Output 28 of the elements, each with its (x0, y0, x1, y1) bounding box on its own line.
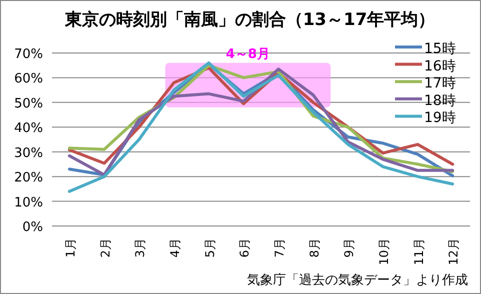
x-tick-label: 10月 (376, 238, 391, 266)
text: 気象庁「過去の気象データ」より作成 (247, 272, 468, 288)
chart-title: 東京の時刻別「南風」の割合（13～17年平均） (64, 10, 436, 30)
x-tick-label: 4月 (168, 238, 182, 258)
x-tick-label: 11月 (412, 238, 426, 266)
x-tick-label: 12月 (446, 238, 461, 266)
legend-label: 19時 (424, 110, 456, 126)
y-tick-label: 60% (14, 72, 43, 87)
y-tick-label: 20% (14, 170, 43, 186)
y-tick-label: 10% (14, 195, 43, 210)
y-tick-label: 50% (14, 96, 43, 112)
legend-label: 16時 (424, 58, 456, 74)
y-tick-label: 70% (14, 47, 43, 62)
x-tick-label: 9月 (342, 238, 356, 258)
x-tick-label: 3月 (133, 238, 148, 258)
legend-label: 18時 (424, 92, 456, 109)
x-tick-label: 5月 (202, 238, 217, 258)
legend-label: 17時 (424, 76, 456, 92)
x-tick-label: 1月 (63, 238, 78, 258)
y-tick-label: 40% (14, 121, 43, 136)
x-tick-label: 7月 (272, 238, 286, 258)
y-tick-label: 30% (14, 146, 43, 161)
x-tick-label: 6月 (238, 238, 252, 258)
legend-label: 15時 (424, 41, 456, 57)
x-tick-label: 8月 (307, 238, 322, 258)
x-tick-label: 2月 (98, 238, 112, 258)
y-tick-label: 0% (22, 220, 43, 235)
band-label: 4～8月 (226, 46, 270, 62)
